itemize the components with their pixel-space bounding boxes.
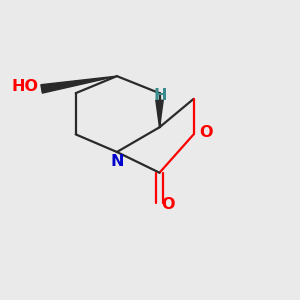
Text: HO: HO: [12, 79, 39, 94]
Text: O: O: [199, 125, 212, 140]
Polygon shape: [156, 100, 163, 127]
Text: N: N: [110, 154, 124, 169]
Polygon shape: [41, 76, 117, 93]
Text: O: O: [161, 197, 175, 212]
Text: H: H: [154, 88, 167, 103]
